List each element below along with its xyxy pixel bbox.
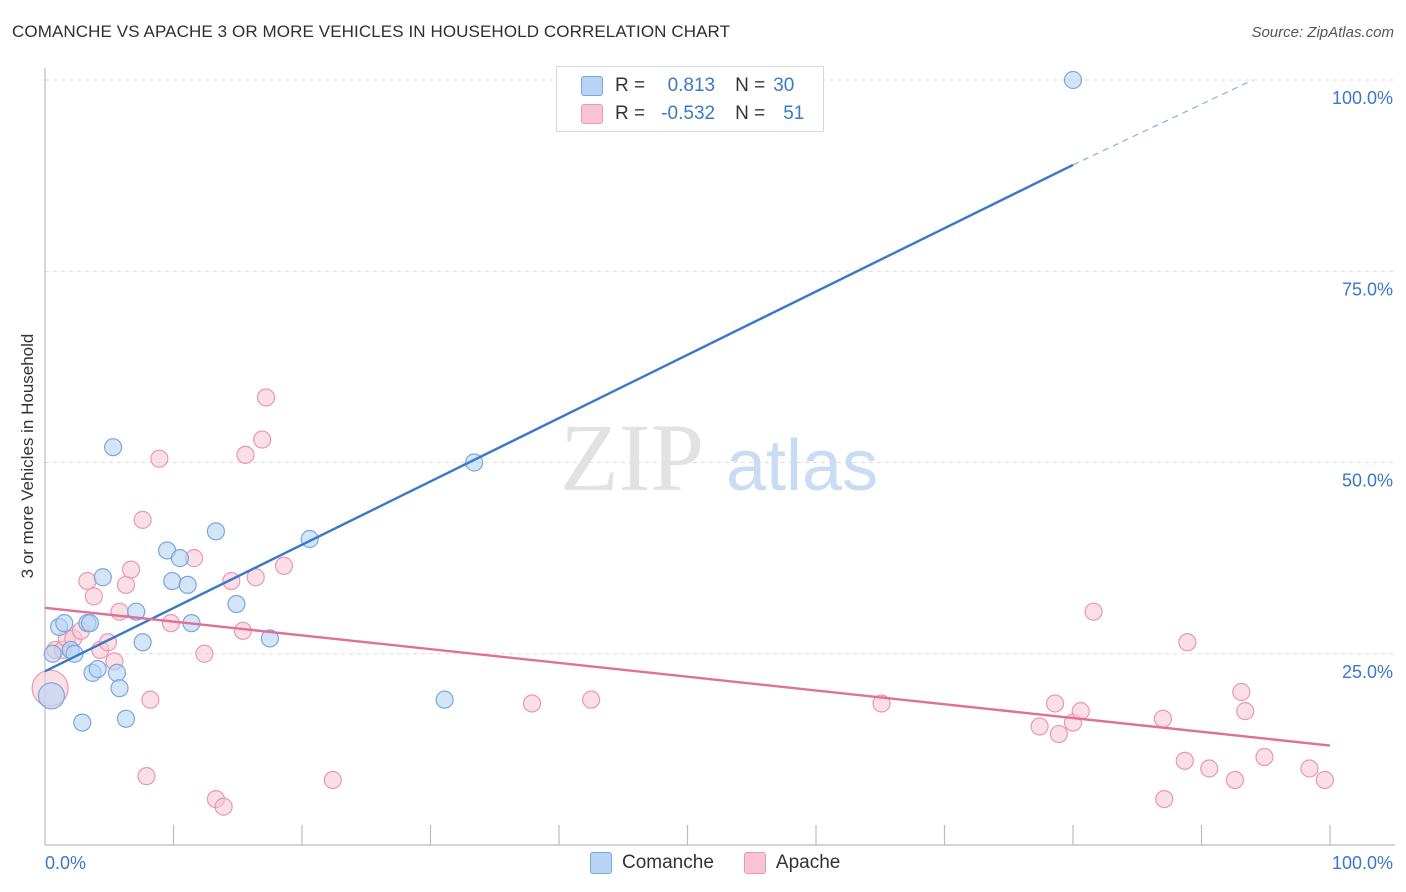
- comanche-point: [435, 690, 454, 709]
- apache-point: [116, 575, 136, 595]
- chart-title: COMANCHE VS APACHE 3 OR MORE VEHICLES IN…: [12, 22, 731, 41]
- legend-item-comanche: Comanche: [590, 852, 714, 874]
- comanche-n-value: 30: [773, 75, 795, 96]
- apache-point: [141, 690, 160, 709]
- y-axis-label: 3 or more Vehicles in Household: [18, 333, 37, 579]
- comanche-point: [116, 709, 136, 728]
- apache-legend-swatch: [743, 852, 766, 874]
- y-tick-label-0: 25.0%: [1342, 662, 1393, 682]
- apache-point: [1084, 602, 1103, 621]
- comanche-point: [37, 682, 66, 710]
- apache-point: [1030, 717, 1049, 736]
- comanche-r-label: R =: [615, 75, 646, 96]
- apache-point: [214, 797, 233, 816]
- apache-point: [323, 770, 342, 790]
- apache-point: [121, 560, 141, 579]
- apache-r-value: -0.532: [661, 103, 716, 124]
- comanche-point: [88, 659, 107, 679]
- comanche-legend-swatch: [590, 852, 612, 874]
- comanche-point: [43, 644, 62, 663]
- comanche-point: [170, 549, 190, 568]
- legend-item-apache: Apache: [743, 852, 841, 874]
- comanche-swatch: [581, 76, 603, 96]
- comanche-r-value: 0.813: [667, 75, 716, 96]
- comanche-point: [93, 568, 112, 587]
- apache-point: [1153, 709, 1173, 728]
- comanche-legend-label: Comanche: [622, 852, 714, 873]
- apache-point: [1300, 759, 1319, 778]
- comanche-point: [178, 575, 197, 595]
- apache-point: [84, 587, 103, 606]
- apache-point: [222, 571, 241, 591]
- apache-point: [195, 644, 214, 663]
- comanche-point: [133, 633, 152, 652]
- apache-point: [236, 445, 255, 464]
- apache-trend-line: [44, 606, 1331, 747]
- watermark-atlas: atlas: [726, 426, 878, 506]
- legend-row-comanche: R = 0.813 N = 30: [581, 72, 794, 100]
- comanche-point: [104, 438, 123, 457]
- comanche-point: [107, 663, 127, 682]
- apache-point: [1232, 682, 1251, 702]
- comanche-point: [110, 679, 129, 698]
- comanche-point: [127, 602, 146, 621]
- apache-point: [582, 690, 601, 709]
- y-tick-label-1: 50.0%: [1342, 471, 1393, 491]
- apache-point: [872, 694, 891, 713]
- apache-n-label: N =: [735, 103, 766, 124]
- apache-n-value: 51: [783, 103, 805, 124]
- comanche-point: [163, 571, 182, 591]
- comanche-trend-line: [44, 163, 1074, 673]
- apache-point: [253, 430, 272, 449]
- comanche-n-label: N =: [735, 75, 766, 96]
- apache-legend-label: Apache: [775, 852, 841, 873]
- axes: [44, 68, 1395, 846]
- apache-point: [1178, 633, 1197, 652]
- apache-point: [274, 556, 294, 575]
- apache-point: [1049, 724, 1068, 744]
- apache-point: [133, 510, 152, 529]
- trend-lines: [44, 79, 1331, 747]
- stats-legend: R = 0.813 N = 30 R = -0.532 N = 51: [556, 66, 824, 132]
- y-tick-label-3: 100.0%: [1332, 88, 1393, 108]
- x-tick-label-min: 0.0%: [45, 853, 86, 873]
- comanche-point: [260, 629, 279, 648]
- apache-point: [256, 388, 276, 407]
- series-legend: Comanche Apache: [590, 852, 870, 874]
- apache-point: [1045, 694, 1065, 713]
- apache-point: [1225, 770, 1245, 790]
- comanche-point: [227, 594, 246, 614]
- comanche-point: [73, 713, 92, 732]
- apache-swatch: [581, 104, 603, 124]
- x-tick-label-max: 100.0%: [1332, 853, 1393, 873]
- watermark-zip: ZIP: [560, 404, 704, 511]
- comanche-point: [80, 614, 100, 633]
- apache-point: [1315, 770, 1334, 790]
- tick-labels: 25.0% 50.0% 75.0% 100.0% 0.0% 100.0%: [45, 88, 1393, 873]
- apache-r-label: R =: [615, 103, 646, 124]
- grid-lines: [45, 79, 1395, 655]
- comanche-series: [37, 70, 1083, 732]
- apache-point: [1200, 759, 1219, 778]
- apache-point: [137, 767, 156, 786]
- legend-row-apache: R = -0.532 N = 51: [581, 100, 804, 128]
- comanche-point: [1063, 70, 1083, 90]
- apache-point: [150, 449, 169, 468]
- apache-point: [1155, 789, 1174, 809]
- apache-point: [1255, 747, 1274, 767]
- source-label: Source: ZipAtlas.com: [1251, 24, 1394, 41]
- apache-point: [1175, 751, 1194, 770]
- apache-point: [1236, 702, 1255, 721]
- comanche-point: [206, 522, 226, 541]
- y-tick-label-2: 75.0%: [1342, 279, 1393, 299]
- comanche-trend-extension: [1072, 79, 1254, 166]
- apache-point: [522, 694, 542, 713]
- apache-point: [78, 571, 97, 591]
- comanche-point: [55, 614, 74, 633]
